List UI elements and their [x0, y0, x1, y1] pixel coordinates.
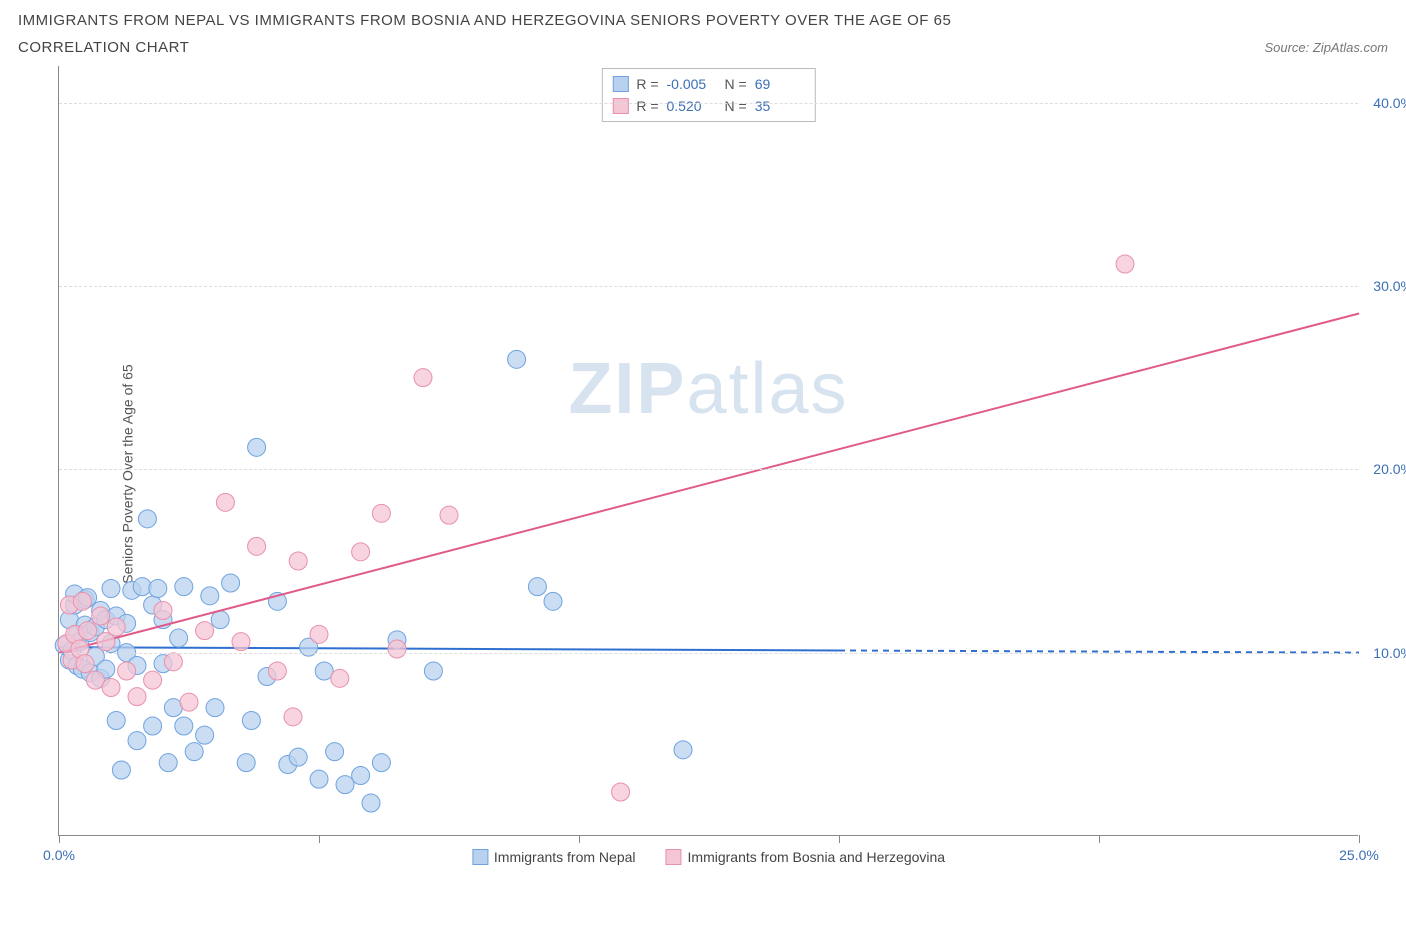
chart-container: Seniors Poverty Over the Age of 65 ZIPat…	[18, 66, 1388, 881]
y-tick-label: 20.0%	[1373, 461, 1406, 477]
plot-area: ZIPatlas R = -0.005 N = 69 R = 0.520 N =…	[58, 66, 1358, 836]
legend-label-1: Immigrants from Nepal	[494, 849, 636, 865]
x-tick	[1099, 835, 1100, 843]
chart-subtitle: CORRELATION CHART	[18, 39, 189, 56]
gridline	[59, 103, 1358, 104]
x-tick	[1359, 835, 1360, 843]
legend-label-2: Immigrants from Bosnia and Herzegovina	[688, 849, 946, 865]
y-tick-label: 10.0%	[1373, 645, 1406, 661]
x-tick	[59, 835, 60, 843]
subtitle-row: CORRELATION CHART Source: ZipAtlas.com	[18, 39, 1388, 56]
chart-title: IMMIGRANTS FROM NEPAL VS IMMIGRANTS FROM…	[18, 12, 1388, 29]
legend-item-1: Immigrants from Nepal	[472, 849, 636, 865]
y-tick-label: 30.0%	[1373, 278, 1406, 294]
x-tick	[839, 835, 840, 843]
legend-swatch-1	[472, 849, 488, 865]
x-tick	[319, 835, 320, 843]
y-tick-label: 40.0%	[1373, 95, 1406, 111]
source-attribution: Source: ZipAtlas.com	[1264, 40, 1388, 55]
gridline	[59, 469, 1358, 470]
x-tick-label: 25.0%	[1339, 847, 1379, 863]
bottom-legend: Immigrants from Nepal Immigrants from Bo…	[472, 849, 945, 865]
legend-item-2: Immigrants from Bosnia and Herzegovina	[666, 849, 946, 865]
x-tick	[579, 835, 580, 843]
gridline	[59, 653, 1358, 654]
x-tick-label: 0.0%	[43, 847, 75, 863]
plot-svg	[59, 66, 1358, 835]
legend-swatch-2	[666, 849, 682, 865]
gridline	[59, 286, 1358, 287]
